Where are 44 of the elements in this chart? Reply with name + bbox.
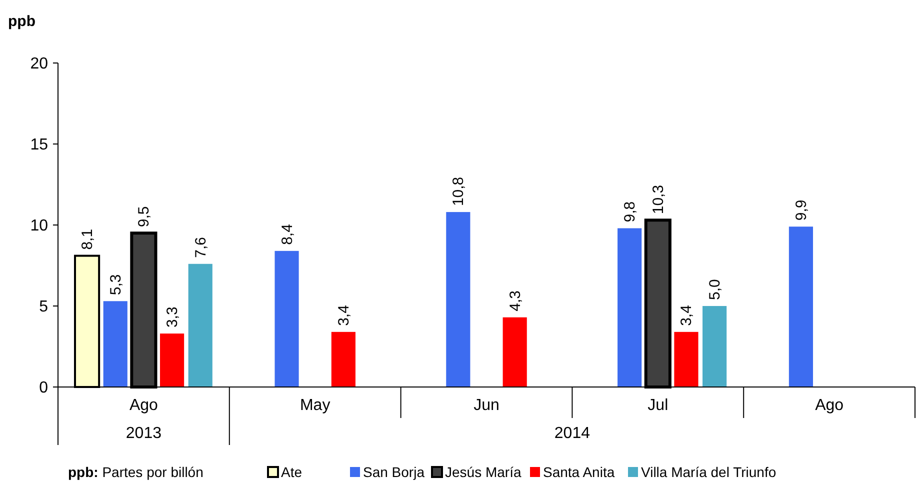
text: 2014: [554, 425, 590, 442]
bar: [788, 226, 814, 387]
legend-label: Villa María del Triunfo: [641, 464, 776, 480]
bar: [618, 228, 642, 387]
text: ppb: Partes por billón: [68, 464, 204, 480]
bar: [674, 332, 698, 387]
legend-label: San Borja: [363, 464, 425, 480]
x-tick-label: Jul: [648, 397, 668, 414]
bar: [331, 332, 356, 387]
data-label: 10,8: [450, 176, 468, 206]
y-tick-label: 0: [39, 380, 48, 397]
x-tick-label: Ago: [129, 397, 158, 414]
bar: [702, 306, 727, 387]
y-axis-title: ppb: [8, 13, 36, 30]
data-label: 8,1: [79, 228, 96, 250]
x-tick-label: May: [300, 397, 330, 414]
data-label: 5,0: [706, 279, 724, 300]
y-tick-label: 5: [39, 298, 48, 316]
data-label: 8,4: [278, 224, 296, 245]
bar: [188, 264, 212, 387]
y-tick-label: 20: [30, 56, 48, 73]
bar: [502, 317, 527, 387]
data-label: 3,4: [678, 305, 696, 326]
bar: [274, 250, 299, 387]
bar: [446, 212, 470, 387]
data-label: 9,9: [792, 200, 810, 221]
legend-label: Santa Anita: [543, 464, 615, 480]
bar: [160, 334, 184, 387]
x-tick-label: Ago: [815, 397, 844, 414]
data-label: 3,4: [335, 305, 352, 326]
data-label: 9,8: [622, 201, 639, 222]
x-tick-label: Jun: [474, 397, 500, 414]
data-label: 5,3: [107, 274, 124, 296]
y-tick-label: 10: [30, 218, 48, 235]
y-tick-label: 15: [30, 136, 48, 154]
data-label: 9,5: [136, 206, 153, 228]
data-label: 3,3: [164, 306, 182, 328]
legend-label: Jesús María: [445, 464, 522, 480]
data-label: 4,3: [506, 290, 524, 312]
data-label: 7,6: [192, 237, 210, 258]
data-label: 10,3: [650, 184, 667, 214]
bar: [103, 301, 128, 387]
legend-label: Ate: [281, 464, 302, 480]
text: 2013: [126, 425, 162, 442]
